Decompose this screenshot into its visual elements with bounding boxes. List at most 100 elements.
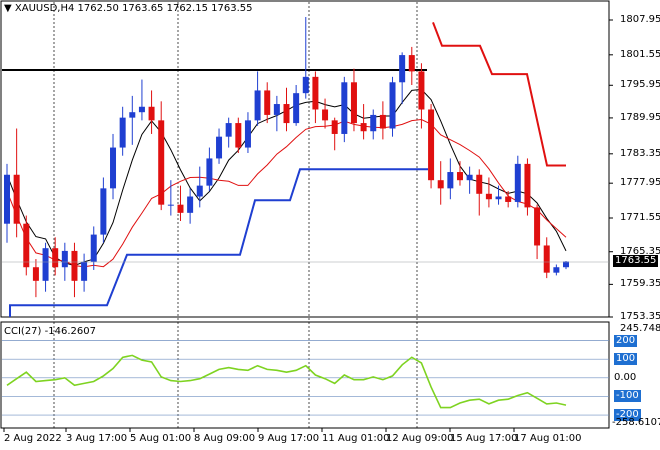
candle-body (244, 120, 251, 148)
price-tick-label: 1765.35 (620, 245, 660, 257)
price-tick-label: 1771.55 (620, 212, 660, 223)
candle-body (389, 82, 396, 129)
candle-body (350, 82, 357, 124)
ohlc-values: 1762.50 1763.65 1762.15 1763.55 (77, 3, 253, 14)
candle-body (32, 267, 39, 281)
time-tick-label: 2 Aug 2022 (4, 433, 62, 444)
candle-body (283, 104, 290, 124)
candle-body (148, 106, 155, 121)
candle-body (456, 172, 463, 181)
time-tick-label: 8 Aug 09:00 (194, 433, 256, 444)
time-tick-label: 3 Aug 17:00 (66, 433, 128, 444)
candle-body (322, 109, 329, 121)
cci-series (6, 354, 567, 409)
candle-body (4, 174, 10, 224)
dropdown-triangle-icon[interactable]: ▼ (4, 3, 12, 14)
cci-level-tag: -100 (614, 390, 641, 403)
candle-body (61, 250, 68, 268)
symbol-caption: ▼ XAUUSD,H4 1762.50 1763.65 1762.15 1763… (4, 3, 252, 14)
price-tick-label: 1789.95 (620, 111, 660, 123)
candle-body (293, 93, 300, 124)
candle-body (408, 55, 415, 72)
candle-body (119, 117, 126, 148)
cci-bottom-value: -258.6107 (612, 417, 660, 428)
resistance-step-line (432, 22, 566, 167)
slow-moving-average (6, 118, 567, 268)
cci-line (6, 354, 567, 409)
cci-top-value: 245.748 (620, 323, 660, 334)
cci-caption: CCI(27) -146.2607 (4, 326, 96, 337)
main-panel-frame (0, 0, 610, 318)
candle-body (370, 114, 377, 132)
candle-body (158, 120, 165, 205)
candle-body (331, 120, 338, 134)
candle-body (254, 90, 261, 121)
candle-body (23, 223, 30, 268)
indicator-panel-frame (0, 321, 610, 429)
candle-body (264, 90, 271, 115)
candle-body (177, 204, 184, 213)
symbol-label: XAUUSD,H4 (14, 3, 75, 14)
candle-body (447, 172, 454, 189)
candle-body (235, 123, 242, 148)
candle-body (216, 136, 223, 159)
candle-body (225, 123, 232, 137)
candle-body (273, 104, 280, 115)
candle-body (81, 261, 88, 281)
candle-body (379, 114, 386, 129)
candle-body (187, 196, 194, 213)
candle-body (428, 109, 435, 181)
candle-body (138, 106, 145, 113)
support-step-line (9, 168, 428, 317)
candle-body (13, 174, 20, 224)
price-tick-label: 1777.95 (620, 177, 660, 189)
candle-body (476, 174, 483, 194)
cci-level-tag: -200 (614, 409, 641, 422)
time-tick-label: 17 Aug 01:00 (514, 433, 582, 444)
candles (4, 17, 569, 298)
candle-body (90, 234, 97, 262)
candle-body (437, 180, 444, 189)
candle-body (543, 245, 550, 273)
candle-body (485, 193, 492, 200)
time-tick-label: 9 Aug 17:00 (258, 433, 320, 444)
candle-body (399, 55, 406, 83)
time-tick-label: 12 Aug 09:00 (386, 433, 454, 444)
candle-body (534, 207, 541, 246)
resistance-step-path[interactable] (432, 22, 566, 167)
period-separators (53, 2, 418, 428)
time-tick-label: 15 Aug 17:00 (450, 433, 518, 444)
candle-body (553, 267, 560, 273)
price-tick-label: 1801.55 (620, 48, 660, 60)
support-line[interactable] (9, 168, 428, 317)
candle-body (524, 163, 531, 208)
candle-body (206, 158, 213, 186)
candle-body (110, 147, 117, 189)
candle-body (341, 82, 348, 134)
cci-level-tag: 0.00 (614, 371, 637, 383)
candle-body (514, 163, 521, 202)
cci-level-lines (2, 340, 609, 416)
candle-body (42, 248, 49, 281)
price-tick-label: 1807.95 (620, 14, 660, 25)
candle-body (100, 188, 107, 235)
candle-body (52, 248, 59, 268)
price-tick-label: 1783.35 (620, 147, 660, 159)
candle-body (129, 112, 136, 118)
price-tick-label: 1759.35 (620, 278, 660, 290)
candle-body (495, 196, 502, 200)
price-axis-ticks (609, 19, 613, 318)
cci-level-tag: 100 (614, 353, 638, 366)
candle-body (196, 185, 203, 197)
candle-body (563, 261, 569, 268)
time-axis-ticks (3, 428, 515, 432)
candle-body (302, 76, 309, 94)
time-tick-label: 11 Aug 01:00 (322, 433, 390, 444)
candle-body (312, 76, 319, 110)
time-tick-label: 5 Aug 01:00 (130, 433, 192, 444)
candle-body (71, 250, 78, 281)
price-tick-label: 1753.35 (620, 311, 660, 322)
candle-body (360, 123, 367, 132)
